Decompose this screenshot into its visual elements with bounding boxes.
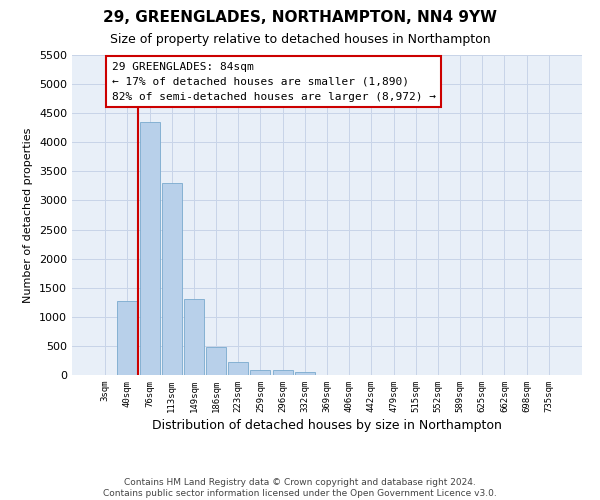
- Bar: [206, 347, 226, 375]
- Text: 29 GREENGLADES: 84sqm
← 17% of detached houses are smaller (1,890)
82% of semi-d: 29 GREENGLADES: 84sqm ← 17% of detached …: [112, 62, 436, 102]
- X-axis label: Distribution of detached houses by size in Northampton: Distribution of detached houses by size …: [152, 419, 502, 432]
- Text: Size of property relative to detached houses in Northampton: Size of property relative to detached ho…: [110, 32, 490, 46]
- Bar: [162, 183, 182, 375]
- Bar: [184, 300, 204, 375]
- Bar: [272, 370, 293, 375]
- Y-axis label: Number of detached properties: Number of detached properties: [23, 128, 34, 302]
- Text: Contains HM Land Registry data © Crown copyright and database right 2024.
Contai: Contains HM Land Registry data © Crown c…: [103, 478, 497, 498]
- Bar: [140, 122, 160, 375]
- Text: 29, GREENGLADES, NORTHAMPTON, NN4 9YW: 29, GREENGLADES, NORTHAMPTON, NN4 9YW: [103, 10, 497, 25]
- Bar: [118, 300, 137, 375]
- Bar: [295, 372, 315, 375]
- Bar: [228, 362, 248, 375]
- Bar: [250, 370, 271, 375]
